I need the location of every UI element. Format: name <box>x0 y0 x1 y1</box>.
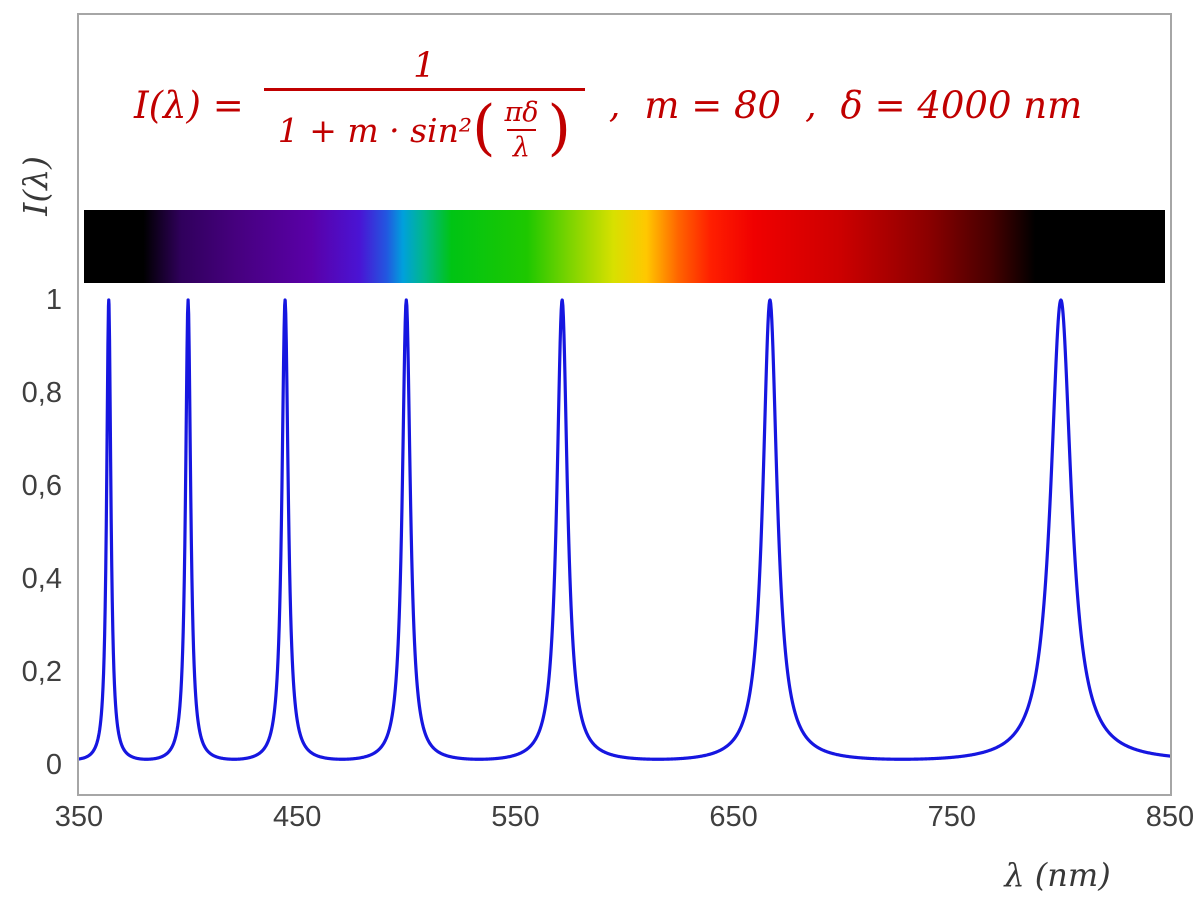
separator-comma: , <box>608 84 621 126</box>
formula: I(λ) = 1 1 + m · sin² ( πδ λ ) , m = 80 … <box>134 35 1160 175</box>
x-tick-label: 550 <box>491 801 540 833</box>
x-tick-label: 850 <box>1145 801 1195 833</box>
x-tick-label: 350 <box>54 801 104 833</box>
visible-spectrum-bar <box>84 210 1165 283</box>
y-tick-label: 0,8 <box>21 377 62 409</box>
formula-numerator: 1 <box>413 46 436 86</box>
intensity-curve <box>79 298 1170 761</box>
formula-lhs: I(λ) = <box>134 83 244 127</box>
y-axis-title: I(λ) <box>16 156 55 216</box>
y-tick-label: 0,4 <box>21 563 62 595</box>
plot-area <box>79 298 1170 761</box>
formula-inner-fraction: πδ λ <box>498 99 544 161</box>
formula-fraction: 1 1 + m · sin² ( πδ λ ) <box>263 46 585 163</box>
open-paren: ( <box>472 92 496 163</box>
parameter-delta: δ = 4000 nm <box>840 83 1083 127</box>
formula-inner-denominator: λ <box>506 129 537 161</box>
y-tick-label: 0,6 <box>21 470 62 502</box>
formula-denominator: 1 + m · sin² ( πδ λ ) <box>263 88 585 163</box>
y-tick-label: 1 <box>45 284 62 316</box>
y-tick-label: 0 <box>45 749 62 781</box>
x-tick-label: 450 <box>272 801 322 833</box>
formula-denominator-prefix: 1 + m · sin² <box>277 110 473 150</box>
formula-inner-numerator: πδ <box>504 97 539 128</box>
x-axis-title: λ (nm) <box>1004 856 1111 894</box>
x-tick-label: 650 <box>709 801 758 833</box>
x-tick-label: 750 <box>927 801 976 833</box>
parameter-m: m = 80 <box>644 83 782 127</box>
plot-frame: I(λ) = 1 1 + m · sin² ( πδ λ ) , m = 80 … <box>77 13 1172 796</box>
y-tick-label: 0,2 <box>21 656 62 688</box>
separator-comma: , <box>805 84 817 126</box>
close-paren: ) <box>547 92 571 163</box>
